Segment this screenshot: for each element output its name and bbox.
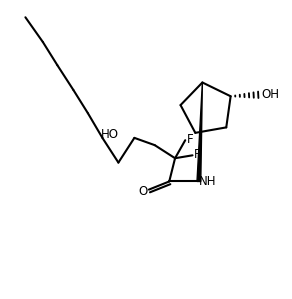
Text: NH: NH <box>199 175 217 188</box>
Text: O: O <box>138 185 147 199</box>
Text: OH: OH <box>262 88 280 101</box>
Polygon shape <box>197 83 202 181</box>
Text: HO: HO <box>100 129 118 141</box>
Text: F: F <box>194 148 201 161</box>
Text: F: F <box>187 133 193 146</box>
